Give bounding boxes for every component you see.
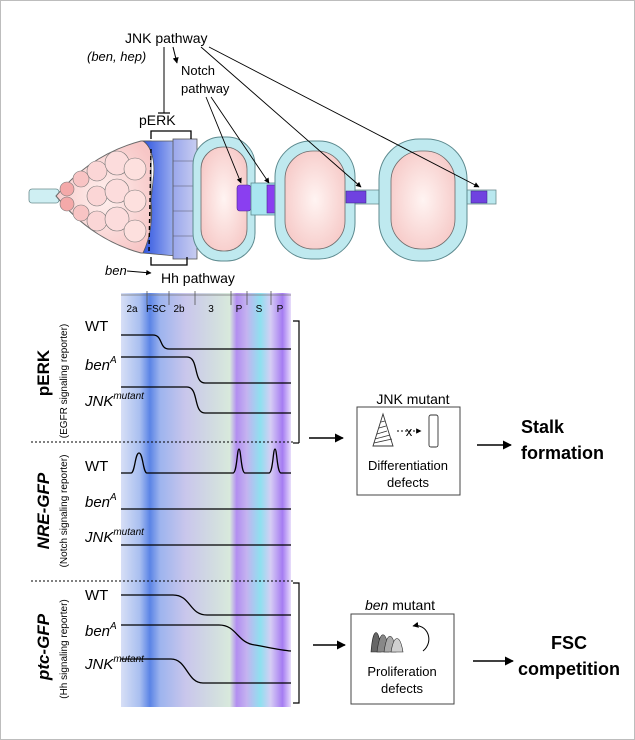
- perk-row-ben-label: benA: [85, 355, 117, 374]
- nre-wt-trace: [121, 448, 291, 474]
- jnk-outcome: JNK mutant x Differentiation defects Sta…: [309, 391, 604, 496]
- notch-pathway-label-1: Notch: [181, 63, 215, 78]
- notch-pathway-label-2: pathway: [181, 81, 230, 96]
- nre-panel-title: NRE-GFP: [34, 472, 53, 549]
- region-label-s: S: [256, 304, 263, 315]
- ptc-row-ben-label: benA: [85, 621, 117, 640]
- region-label-fsc: FSC: [146, 304, 166, 315]
- perk-panel-title: pERK: [34, 349, 53, 396]
- germarium-illustration: [28, 136, 497, 262]
- reporter-panel: 2a FSC 2b 3 P S P pERK (EGFR signaling r…: [31, 291, 300, 707]
- hh-pathway-label: Hh pathway: [161, 270, 235, 286]
- ben-outcome-title: ben mutant: [365, 597, 435, 613]
- region-background: [121, 293, 291, 707]
- jnk-outcome-box: [356, 406, 461, 496]
- perk-panel-subtitle: (EGFR signaling reporter): [59, 324, 70, 438]
- nre-row-jnk-label: JNKmutant: [84, 527, 145, 546]
- perk-row-jnk-label: JNKmutant: [84, 391, 145, 410]
- region-label-p1: P: [236, 304, 243, 315]
- ben-result-line2: competition: [518, 659, 620, 679]
- ben-result-line1: FSC: [551, 633, 587, 653]
- region-label-p2: P: [277, 304, 284, 315]
- jnk-result-line2: formation: [521, 443, 604, 463]
- ben-outcome-box: [350, 613, 455, 705]
- ben-outcome: ben mutant Proliferation defects FSC com…: [313, 597, 620, 705]
- ptc-wt-trace: [121, 594, 291, 616]
- svg-text:x: x: [406, 424, 413, 439]
- region-label-3: 3: [208, 304, 214, 315]
- jnk-outcome-title: JNK mutant: [376, 391, 449, 407]
- ben-label: ben: [105, 263, 127, 278]
- perk-label: pERK: [139, 112, 176, 128]
- ptc-panel-title: ptc-GFP: [34, 613, 53, 681]
- nre-row-wt-label: WT: [85, 458, 108, 475]
- jnk-result-line1: Stalk: [521, 417, 565, 437]
- nre-row-ben-label: benA: [85, 492, 117, 511]
- ben-outcome-line2: defects: [381, 681, 423, 696]
- region-label-2b: 2b: [173, 304, 185, 315]
- perk-ben-trace: [121, 356, 291, 384]
- perk-wt-trace: [121, 334, 291, 350]
- differentiation-icon: x: [372, 412, 439, 448]
- jnk-genes-label: (ben, hep): [87, 49, 146, 64]
- perk-jnk-trace: [121, 386, 291, 414]
- ptc-ben-trace: [121, 624, 292, 652]
- region-labels: 2a FSC 2b 3 P S P: [126, 304, 283, 315]
- nre-panel-subtitle: (Notch signaling reporter): [59, 455, 70, 568]
- jnk-pathway-label: JNK pathway: [125, 30, 207, 46]
- pathway-annotations: JNK pathway (ben, hep) Notch pathway pER…: [87, 30, 480, 286]
- ptc-row-wt-label: WT: [85, 587, 108, 604]
- perk-row-wt-label: WT: [85, 318, 108, 335]
- ben-outcome-line1: Proliferation: [367, 664, 436, 679]
- proliferation-icon: [370, 621, 430, 653]
- jnk-outcome-line2: defects: [387, 475, 429, 490]
- region-label-2a: 2a: [126, 304, 138, 315]
- ptc-jnk-trace: [121, 658, 291, 684]
- jnk-outcome-line1: Differentiation: [368, 458, 448, 473]
- ptc-panel-subtitle: (Hh signaling reporter): [59, 599, 70, 699]
